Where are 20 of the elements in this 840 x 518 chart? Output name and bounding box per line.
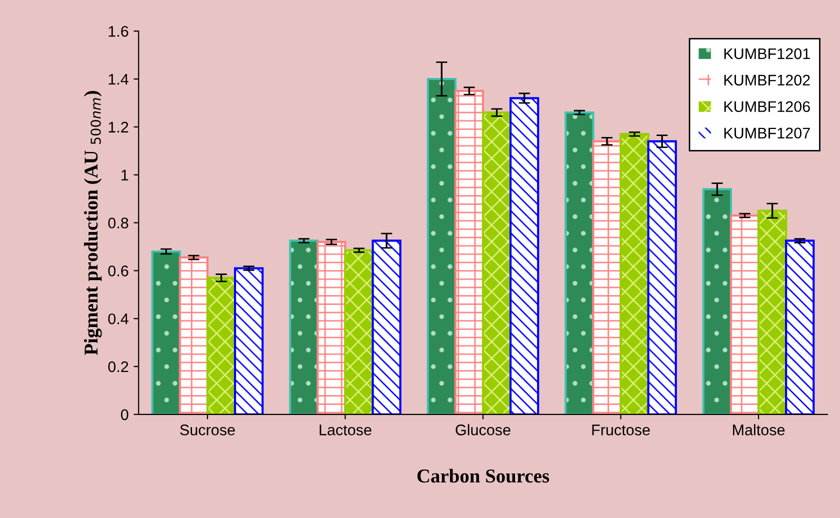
y-tick-label: 1.2 bbox=[108, 122, 128, 132]
y-axis-title: Pigment production (AU $_{500nm}$) bbox=[84, 91, 102, 356]
x-tick-label: Fructose bbox=[592, 424, 650, 436]
y-tick-label: 1.4 bbox=[108, 74, 128, 85]
x-tick-label: Lactose bbox=[320, 424, 372, 436]
y-tick-label: 0.2 bbox=[108, 361, 128, 372]
y-tick-label: 0.8 bbox=[108, 218, 128, 228]
x-tick-label: Glucose bbox=[456, 424, 510, 436]
y-tick-label: 0 bbox=[120, 409, 128, 420]
y-tick-label: 0.6 bbox=[108, 266, 128, 276]
x-axis-title: Carbon Sources bbox=[417, 468, 550, 483]
y-tick-label: 1.6 bbox=[108, 26, 128, 37]
x-tick-label: Sucrose bbox=[180, 424, 235, 436]
legend-label: KUMBF1202 bbox=[724, 74, 810, 86]
legend-label: KUMBF1206 bbox=[724, 101, 810, 112]
y-tick-label: 1 bbox=[122, 170, 128, 180]
legend-label: KUMBF1201 bbox=[724, 48, 810, 60]
x-tick-label: Maltose bbox=[733, 424, 785, 436]
legend-label: KUMBF1207 bbox=[724, 128, 810, 138]
y-tick-label: 0.4 bbox=[108, 313, 128, 324]
